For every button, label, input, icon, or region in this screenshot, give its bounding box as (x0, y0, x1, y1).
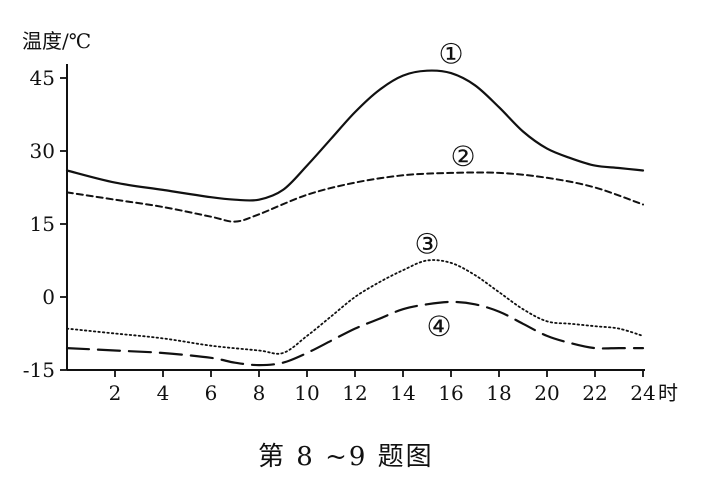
series-line-1 (65, 69, 645, 202)
x-tick-label: 20 (534, 381, 559, 405)
x-tick-label: 14 (390, 381, 415, 405)
curve-label-4: ④ (426, 310, 451, 343)
curve-label-2: ② (450, 140, 475, 173)
y-tick-label: 30 (30, 139, 55, 163)
y-axis-title: 温度/℃ (22, 29, 91, 53)
series-line-3 (66, 259, 644, 355)
x-tick-label: 24 (630, 381, 655, 405)
x-tick-label: 22 (582, 381, 607, 405)
y-tick-label: 45 (30, 66, 55, 90)
y-tick-label: 15 (30, 212, 55, 236)
curve-label-1: ① (438, 38, 463, 71)
figure-caption: 第 8 ~9 题图 (258, 442, 434, 472)
y-tick-label: 0 (42, 285, 55, 309)
series-line-4 (65, 300, 645, 367)
curve-labels: ① ② ③ ④ (414, 38, 475, 344)
series-layer (65, 69, 645, 367)
y-tick-label: -15 (23, 358, 55, 382)
x-tick-label: 10 (294, 381, 319, 405)
x-tick-label: 2 (109, 381, 122, 405)
x-tick-label: 18 (486, 381, 511, 405)
curve-label-3: ③ (414, 227, 439, 260)
series-line-2 (66, 171, 644, 223)
x-tick-label: 4 (157, 381, 170, 405)
x-tick-label: 6 (205, 381, 218, 405)
x-tick-label: 8 (253, 381, 266, 405)
x-tick-label: 16 (438, 381, 463, 405)
x-axis-unit-label: 时 (658, 381, 678, 405)
x-tick-label: 12 (342, 381, 367, 405)
